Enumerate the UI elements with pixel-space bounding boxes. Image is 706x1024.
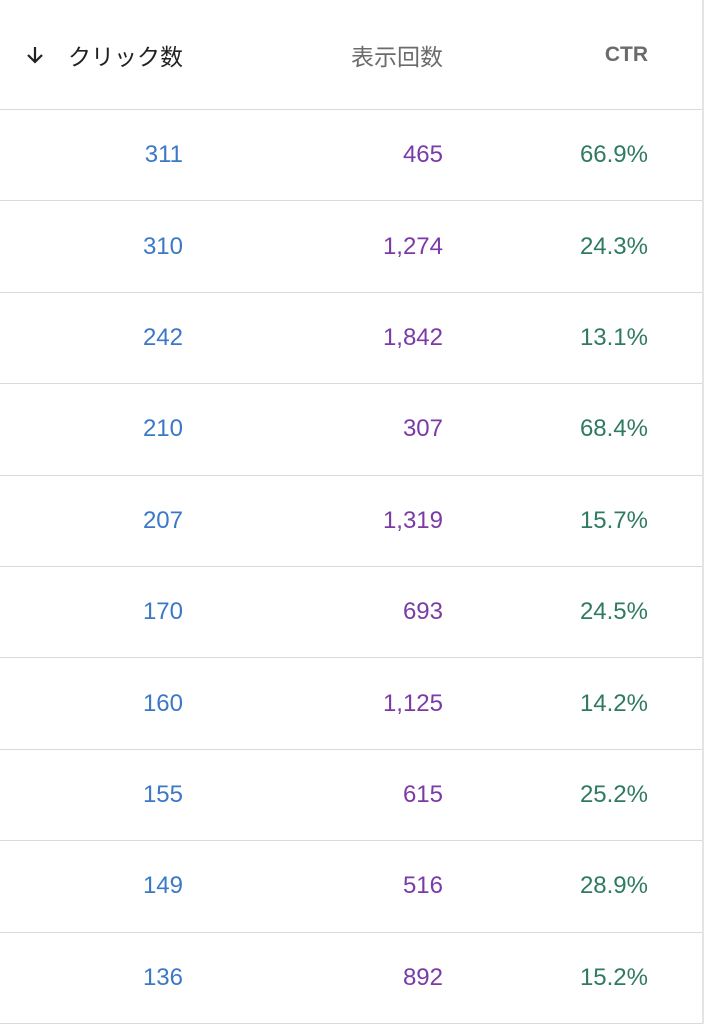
table-cell: 1,319: [382, 506, 443, 534]
table-row[interactable]: 242 1,842 13.1%: [0, 293, 702, 385]
table-cell: 15.7%: [579, 506, 648, 534]
table-cell: 24.5%: [579, 598, 648, 626]
table-cell: 465: [402, 141, 443, 169]
header-cell[interactable]: クリック数: [68, 43, 183, 70]
table-cell: 28.9%: [579, 872, 648, 900]
table-cell: 1,274: [382, 232, 443, 260]
table-cell: 210: [142, 415, 183, 443]
table-cell: 160: [142, 689, 183, 717]
table-row[interactable]: 210 307 68.4%: [0, 384, 702, 476]
table-cell: 136: [142, 963, 183, 991]
table-cell: 68.4%: [579, 415, 648, 443]
header-row: クリック数 表示回数 CTR: [0, 0, 702, 110]
table-cell: 25.2%: [579, 780, 648, 808]
table-row[interactable]: 136 892 15.2%: [0, 933, 702, 1024]
table-cell: 1,125: [382, 689, 443, 717]
table-cell: 14.2%: [579, 689, 648, 717]
header-cell[interactable]: CTR: [604, 42, 648, 66]
table-cell: 310: [142, 232, 183, 260]
table-cell: 24.3%: [579, 232, 648, 260]
table-cell: 149: [142, 872, 183, 900]
table-cell: 242: [142, 323, 183, 351]
table-cell: 516: [402, 872, 443, 900]
table-cell: 1,842: [382, 323, 443, 351]
table-row[interactable]: 155 615 25.2%: [0, 750, 702, 842]
table-cell: 66.9%: [579, 141, 648, 169]
table-cell: 693: [402, 598, 443, 626]
table-cell: 307: [402, 415, 443, 443]
table-row[interactable]: 160 1,125 14.2%: [0, 658, 702, 750]
table-row[interactable]: 149 516 28.9%: [0, 841, 702, 933]
table-row[interactable]: 310 1,274 24.3%: [0, 201, 702, 293]
table-cell: 15.2%: [579, 963, 648, 991]
table-cell: 155: [142, 780, 183, 808]
sort-arrow-icon[interactable]: [24, 44, 46, 66]
header-cell[interactable]: 表示回数: [351, 43, 443, 70]
table-cell: 615: [402, 780, 443, 808]
table-cell: 13.1%: [579, 323, 648, 351]
table-cell: 892: [402, 963, 443, 991]
table-cell: 170: [142, 598, 183, 626]
table-row[interactable]: 207 1,319 15.7%: [0, 476, 702, 567]
table-cell: 311: [144, 141, 183, 169]
table-row[interactable]: 170 693 24.5%: [0, 567, 702, 659]
table-cell: 207: [142, 506, 183, 534]
table-row[interactable]: 311 465 66.9%: [0, 110, 702, 202]
